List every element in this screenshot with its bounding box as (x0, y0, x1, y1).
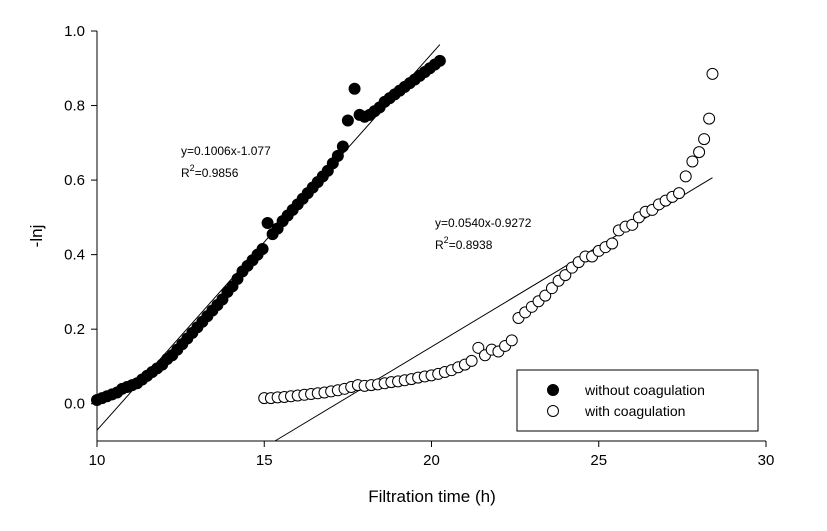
point (693, 146, 706, 159)
legend-marker (547, 405, 559, 417)
equation: y=0.0540x-0.9272 (435, 216, 532, 230)
point (679, 170, 692, 183)
legend-box (516, 369, 759, 432)
y-tick-label: 0.8 (64, 98, 85, 115)
x-tick-label: 15 (256, 452, 273, 469)
point (706, 67, 719, 80)
point (703, 112, 716, 125)
r2-sup: 2 (444, 235, 449, 245)
equation: y=0.1006x-1.077 (181, 144, 271, 158)
x-tick-label: 10 (89, 452, 106, 469)
legend-marker (547, 384, 559, 396)
r2-value: =0.9856 (195, 166, 239, 180)
point (686, 155, 699, 168)
r2-value: =0.8938 (449, 238, 493, 252)
r2-sup: 2 (190, 163, 195, 173)
point (698, 133, 711, 146)
y-tick-label: 0.0 (64, 396, 85, 413)
y-tick-label: 0.2 (64, 321, 85, 338)
x-axis-label: Filtration time (h) (368, 487, 496, 506)
x-tick-label: 20 (423, 452, 440, 469)
r-squared: R2=0.8938 (435, 235, 493, 252)
point (336, 140, 349, 153)
legend-label: with coagulation (584, 403, 685, 419)
point (256, 243, 269, 256)
point (465, 354, 478, 367)
point (433, 54, 446, 67)
point (626, 218, 639, 231)
y-tick-label: 0.6 (64, 172, 85, 189)
r2-label: R (435, 238, 444, 252)
r2-label: R (181, 166, 190, 180)
y-tick-label: 1.0 (64, 23, 85, 40)
point (505, 334, 518, 347)
point (539, 289, 552, 302)
point (341, 114, 354, 127)
point (606, 237, 619, 250)
point (261, 216, 274, 229)
y-axis-label: -lnj (27, 225, 46, 248)
y-tick-label: 0.4 (64, 247, 85, 264)
point (559, 269, 572, 282)
point (348, 82, 361, 95)
legend-label: without coagulation (584, 382, 705, 398)
r-squared: R2=0.9856 (181, 163, 239, 180)
point (673, 187, 686, 200)
point (545, 282, 558, 295)
x-tick-label: 30 (758, 452, 775, 469)
x-tick-label: 25 (590, 452, 607, 469)
point (472, 341, 485, 354)
point (331, 149, 344, 162)
